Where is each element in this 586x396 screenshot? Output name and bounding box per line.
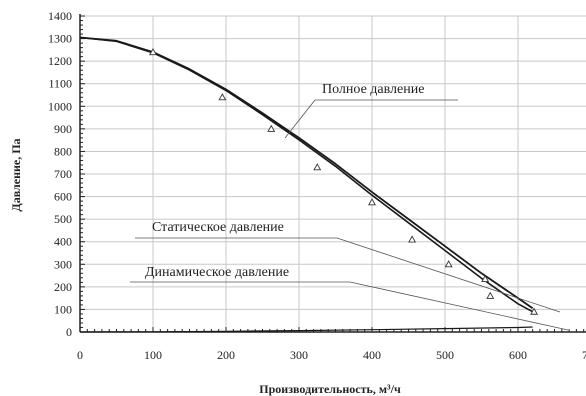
series-line-2 [79, 36, 533, 313]
series-line-3 [79, 326, 533, 333]
y-tick-label: 300 [54, 257, 72, 271]
x-tick-label: 700 [582, 348, 586, 362]
measured-point [408, 235, 417, 243]
y-tick-label: 800 [54, 144, 72, 158]
y-tick-label: 400 [54, 235, 72, 249]
annotation-label: Динамическое давление [145, 265, 289, 280]
measured-point [267, 124, 276, 132]
y-tick-label: 1400 [48, 9, 72, 23]
annotation-label: Полное давление [322, 82, 424, 97]
measured-point [481, 274, 490, 282]
measured-point [530, 307, 539, 315]
y-tick-label: 200 [54, 280, 72, 294]
x-tick-label: 0 [77, 348, 83, 362]
measured-point [444, 260, 453, 268]
y-tick-label: 600 [54, 190, 72, 204]
annotations: Полное давление Статическое давление Динам… [130, 82, 569, 331]
tick-labels: 0100200300400500600700800900100011001200… [48, 9, 586, 362]
x-tick-label: 500 [436, 348, 454, 362]
x-axis-title: Производительность, м³/ч [259, 382, 401, 396]
measured-point [149, 48, 157, 56]
y-tick-label: 1300 [48, 32, 72, 46]
measured-point [368, 198, 376, 206]
measured-point [218, 93, 227, 101]
y-tick-label: 0 [66, 325, 72, 339]
annotation-leader [284, 99, 316, 139]
x-tick-label: 200 [217, 348, 235, 362]
x-tick-label: 100 [144, 348, 162, 362]
x-tick-label: 400 [363, 348, 381, 362]
axes [79, 14, 586, 333]
grid [79, 15, 586, 333]
annotation-leader [336, 237, 561, 313]
x-tick-label: 600 [509, 348, 527, 362]
measured-points [149, 48, 539, 315]
annotation-label: Статическое давление [152, 220, 284, 235]
annotation-3: Динамическое давление [130, 265, 569, 331]
annotation-leader [349, 281, 569, 331]
annotation-2: Статическое давление [135, 220, 561, 313]
x-tick-label: 300 [290, 348, 308, 362]
y-tick-label: 1000 [48, 99, 72, 113]
y-axis-title: Давление, Па [9, 138, 23, 211]
y-tick-label: 500 [54, 212, 72, 226]
measured-point [486, 291, 495, 299]
y-tick-label: 900 [54, 122, 72, 136]
y-tick-label: 1100 [48, 77, 72, 91]
y-tick-label: 700 [54, 167, 72, 181]
y-tick-label: 100 [54, 302, 72, 316]
annotation-1: Полное давление [284, 82, 458, 139]
series-lines [79, 36, 534, 333]
y-tick-label: 1200 [48, 54, 72, 68]
measured-point [313, 163, 322, 171]
